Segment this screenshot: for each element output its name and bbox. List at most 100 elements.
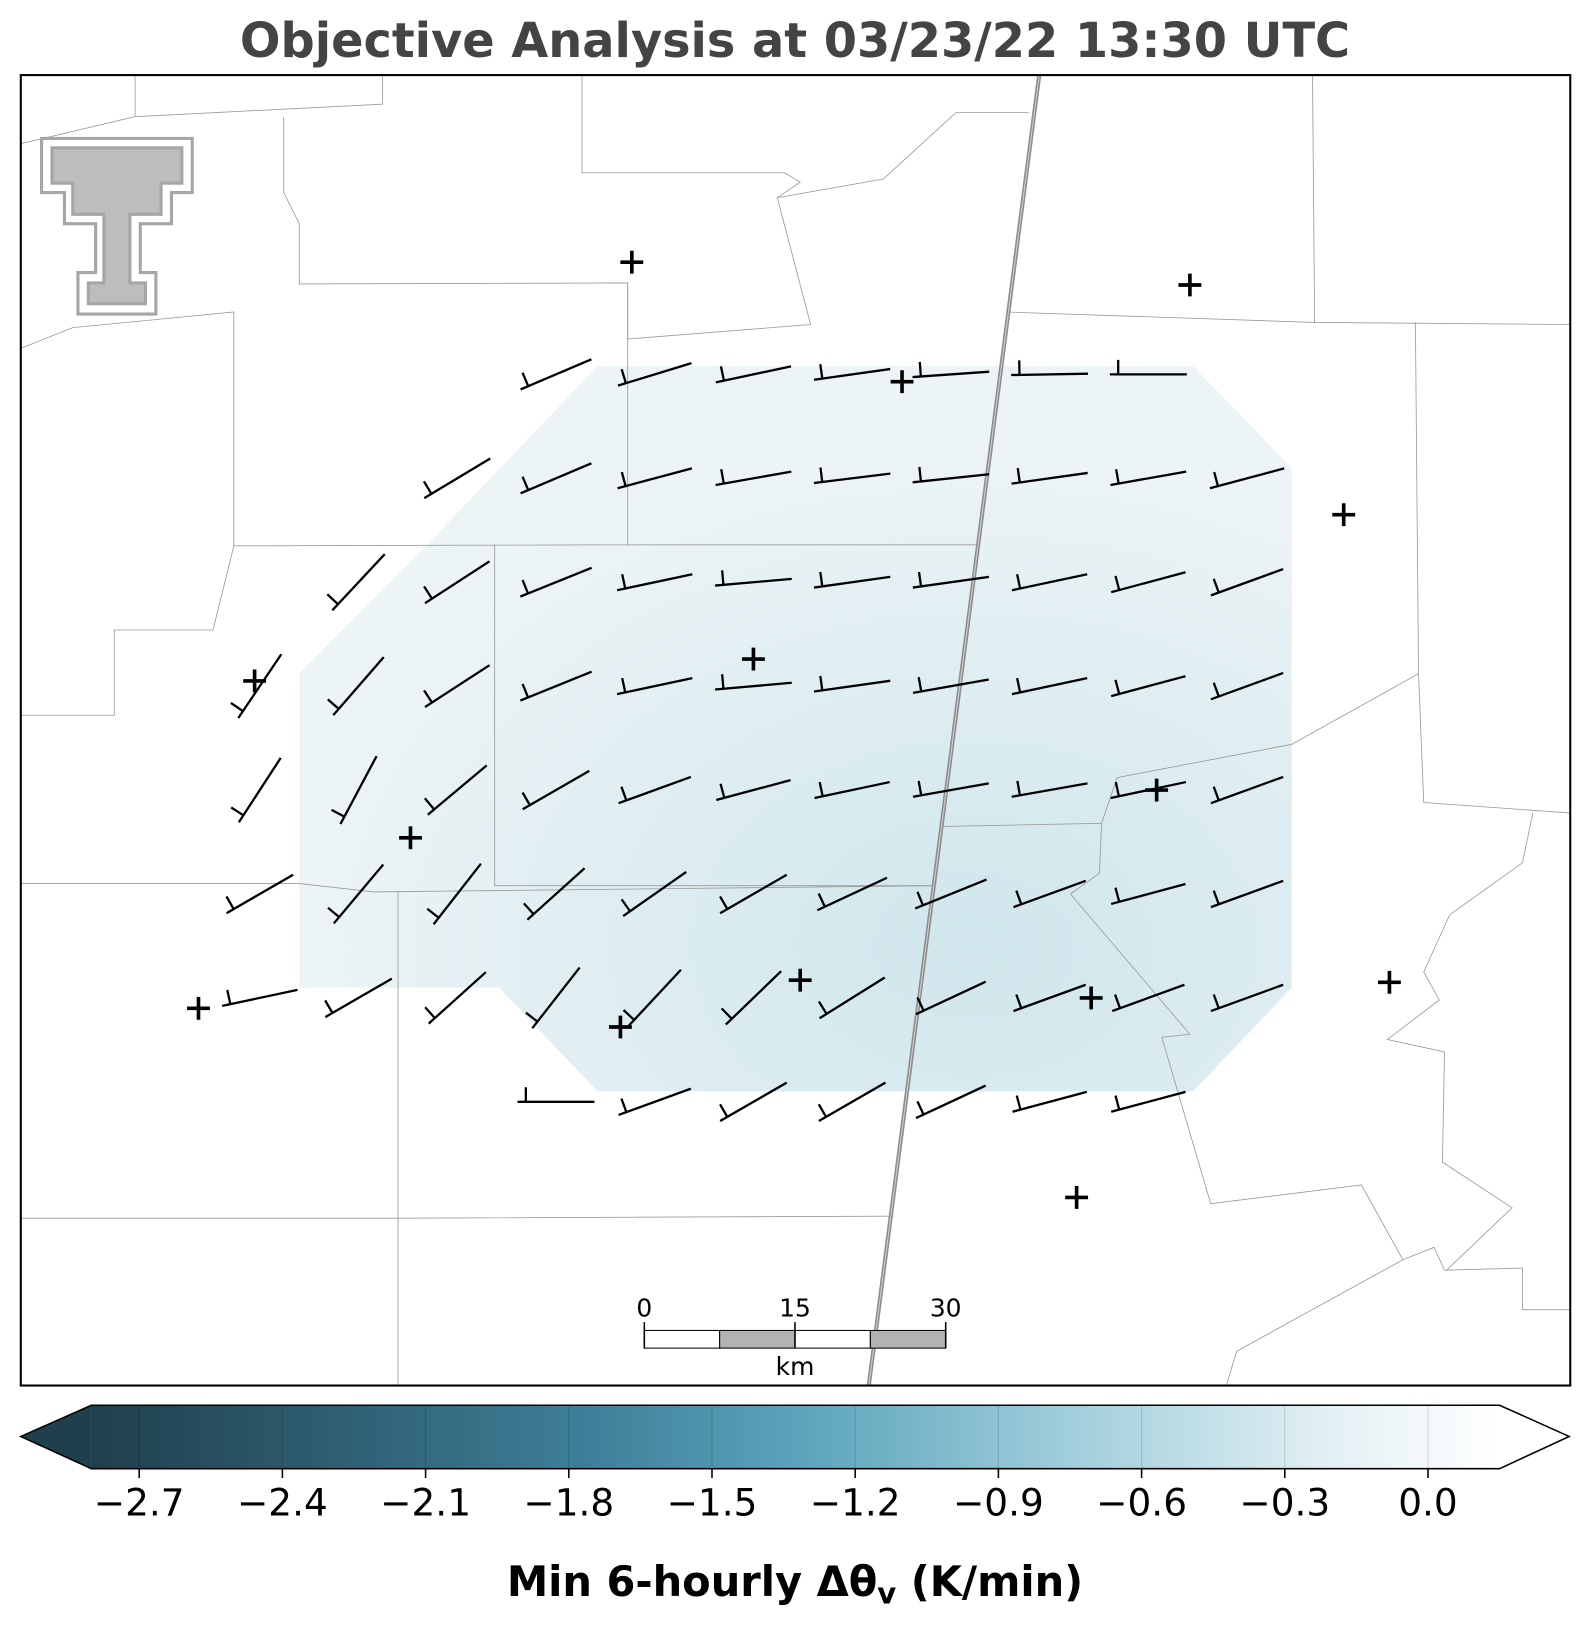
wind-barb bbox=[1012, 1090, 1088, 1113]
wind-barb bbox=[715, 570, 792, 587]
analysis-field bbox=[299, 366, 1292, 1092]
wind-barb bbox=[1210, 879, 1284, 909]
colorbar-extend-low bbox=[20, 1405, 92, 1469]
colorbar-label: Min 6-hourly Δθv (K/min) bbox=[507, 1557, 1083, 1610]
wind-barb bbox=[1110, 882, 1186, 906]
wind-barb bbox=[221, 988, 298, 1008]
wind-barb bbox=[324, 977, 393, 1019]
wind-barb bbox=[521, 769, 590, 811]
wind-barb bbox=[813, 467, 891, 485]
colorbar-tick-label: −2.1 bbox=[380, 1481, 471, 1525]
wind-barb bbox=[423, 764, 488, 816]
wind-barb bbox=[715, 674, 792, 691]
wind-barb bbox=[423, 560, 491, 605]
wind-barb bbox=[519, 670, 593, 702]
wind-barb bbox=[525, 966, 581, 1029]
wind-barb bbox=[1109, 359, 1187, 376]
logo bbox=[40, 136, 194, 316]
wind-barb bbox=[915, 980, 987, 1016]
wind-barb bbox=[719, 1081, 788, 1123]
wind-barbs bbox=[221, 358, 1285, 1123]
colorbar-tick-label: −2.7 bbox=[94, 1481, 185, 1525]
label-subscript: v bbox=[877, 1576, 896, 1610]
wind-barb bbox=[912, 780, 989, 798]
wind-barb bbox=[230, 653, 283, 719]
wind-barb bbox=[1110, 571, 1186, 594]
wind-barb bbox=[1011, 360, 1089, 377]
colorbar-body bbox=[91, 1405, 1500, 1469]
wind-barb bbox=[616, 573, 693, 592]
highway-center bbox=[868, 75, 1040, 1386]
wind-barb bbox=[424, 971, 487, 1025]
wind-barb bbox=[617, 362, 692, 387]
wind-barb bbox=[326, 553, 386, 612]
colorbar-tick-label: −0.3 bbox=[1239, 1481, 1330, 1525]
wind-barb bbox=[715, 779, 791, 802]
wind-barb bbox=[1011, 573, 1088, 592]
scale-segment bbox=[719, 1329, 796, 1349]
wind-barb bbox=[618, 1087, 692, 1117]
wind-barb bbox=[422, 457, 491, 500]
scale-tick-label: 0 bbox=[636, 1294, 652, 1323]
colorbar-tick-label: −0.9 bbox=[953, 1481, 1044, 1525]
colorbar-outline bbox=[18, 1404, 1572, 1470]
wind-barb bbox=[1011, 780, 1088, 798]
wind-barb bbox=[719, 873, 788, 915]
wind-barb bbox=[912, 361, 990, 379]
scale-tick-label: 30 bbox=[930, 1294, 962, 1323]
wind-barb bbox=[715, 469, 792, 487]
colorbar: −2.7 −2.4 −2.1 −1.8 −1.5 −1.2 −0.9 −0.6 −0.3 0.0 bbox=[18, 1404, 1572, 1525]
colorbar-tick-label: −1.2 bbox=[810, 1481, 901, 1525]
wind-barb bbox=[327, 656, 385, 716]
wind-barb bbox=[1210, 671, 1284, 701]
wind-barb bbox=[813, 364, 891, 381]
wind-barb bbox=[1209, 467, 1285, 490]
wind-barb bbox=[715, 365, 792, 384]
wind-barb bbox=[813, 571, 891, 589]
colorbar-tick-label: −1.8 bbox=[523, 1481, 614, 1525]
wind-barb bbox=[225, 873, 294, 915]
wind-barb bbox=[1013, 879, 1087, 909]
colorbar-tick-label: −2.4 bbox=[237, 1481, 328, 1525]
wind-barb bbox=[620, 870, 687, 917]
wind-barb bbox=[1011, 677, 1088, 696]
colorbar-tick-label: −1.5 bbox=[667, 1481, 758, 1525]
scale-segment bbox=[869, 1329, 947, 1349]
label-text: Min 6-hourly Δθ bbox=[507, 1557, 877, 1606]
scale-segment bbox=[643, 1329, 721, 1349]
wind-barb bbox=[1111, 983, 1185, 1013]
wind-barb bbox=[720, 970, 782, 1026]
wind-barb bbox=[915, 1084, 987, 1120]
wind-barb bbox=[519, 566, 593, 598]
map-frame bbox=[19, 74, 1572, 1387]
wind-barb bbox=[520, 358, 592, 391]
wind-barb bbox=[426, 862, 482, 925]
colorbar-ticks: −2.7 −2.4 −2.1 −1.8 −1.5 −1.2 −0.9 −0.6 −0.3 0.0 bbox=[94, 1405, 1458, 1525]
wind-barb bbox=[1210, 983, 1284, 1013]
wind-barb bbox=[517, 1087, 595, 1103]
wind-barb bbox=[616, 677, 693, 696]
wind-barb bbox=[1013, 983, 1087, 1013]
label-suffix: (K/min) bbox=[896, 1557, 1083, 1606]
wind-barb bbox=[813, 675, 891, 693]
scale-segment bbox=[794, 1329, 871, 1349]
wind-barb bbox=[914, 878, 987, 910]
wind-barb bbox=[817, 1081, 887, 1123]
map bbox=[20, 75, 1570, 1386]
wind-barb bbox=[423, 664, 491, 709]
stations bbox=[187, 250, 1401, 1209]
wind-barb bbox=[1110, 469, 1187, 487]
scale-tick-label: 15 bbox=[779, 1294, 811, 1323]
wind-barb bbox=[912, 571, 990, 589]
wind-barb bbox=[1210, 567, 1284, 597]
wind-barb bbox=[912, 466, 990, 484]
wind-barb bbox=[622, 969, 682, 1027]
wind-barb bbox=[520, 462, 592, 495]
wind-barb bbox=[817, 976, 886, 1020]
wind-barb bbox=[618, 775, 692, 805]
wind-barb bbox=[1110, 780, 1187, 800]
wind-barb bbox=[1110, 675, 1186, 698]
wind-barb bbox=[617, 467, 693, 490]
wind-barb bbox=[816, 876, 888, 912]
